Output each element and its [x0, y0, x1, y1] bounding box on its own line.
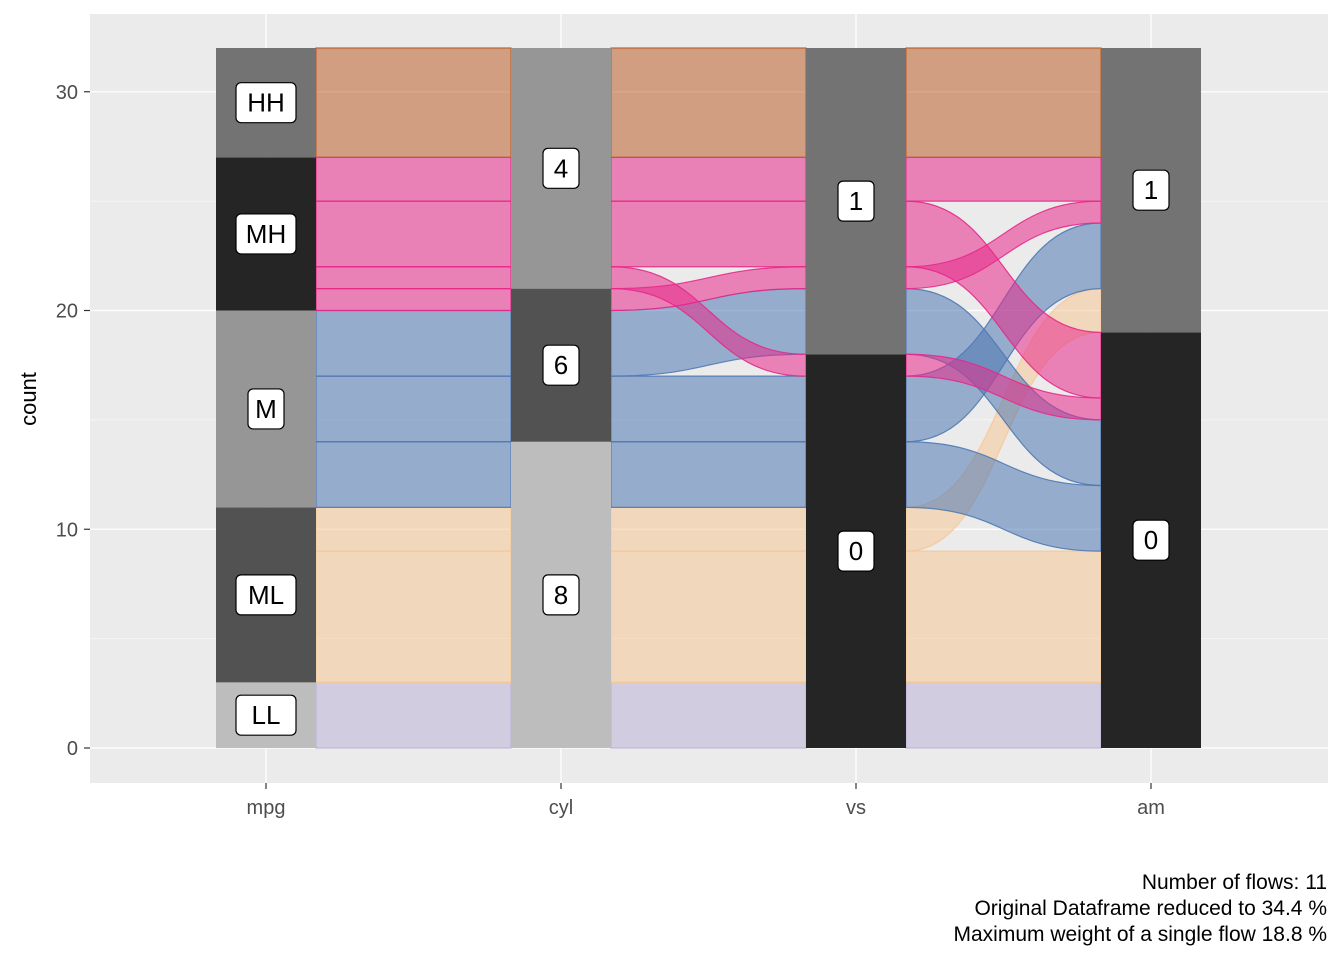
- flow-ribbon-mh: [315, 288, 512, 312]
- y-tick-label: 30: [56, 82, 78, 104]
- flow-ribbon-mh: [315, 200, 512, 268]
- flow-ribbon-mh: [315, 156, 512, 202]
- stratum-label-mpg-m: M: [255, 394, 277, 424]
- flow-ribbon-mh: [610, 200, 807, 268]
- y-axis: 0 10 20 30: [56, 82, 90, 760]
- flow-ribbon-hh: [610, 47, 807, 158]
- flow-ribbon-ml: [315, 506, 512, 552]
- x-tick-label-am: am: [1137, 797, 1165, 819]
- y-axis-title: count: [16, 372, 41, 426]
- caption-line-3: Maximum weight of a single flow 18.8 %: [954, 923, 1328, 946]
- flow-ribbon-ml: [315, 550, 512, 683]
- flow-ribbon-m: [315, 375, 512, 443]
- y-tick-label: 10: [56, 519, 78, 541]
- flow-ribbon-m: [610, 375, 807, 443]
- stratum-label-cyl-4: 4: [554, 153, 568, 183]
- stratum-label-box: [235, 82, 297, 124]
- flow-ribbon-ll: [905, 681, 1102, 749]
- y-tick-label: 0: [67, 738, 78, 760]
- stratum-labels: LL ML M MH HH 8 6 4 0 1 0 1: [235, 82, 1170, 736]
- stratum-label-cyl-8: 8: [554, 580, 568, 610]
- flow-ribbon-m: [315, 309, 512, 377]
- flow-ribbon-ml: [610, 550, 807, 683]
- stratum-label-vs-0: 0: [849, 536, 863, 566]
- x-axis: mpg cyl vs am: [247, 783, 1165, 819]
- flow-ribbon-hh: [315, 47, 512, 158]
- stratum-label-box: [235, 694, 297, 736]
- flow-ribbon-m: [315, 441, 512, 508]
- stratum-label-mpg-hh: HH: [247, 88, 285, 118]
- flow-ribbon-ml: [610, 506, 807, 552]
- stratum-label-cyl-6: 6: [554, 350, 568, 380]
- flow-ribbon-hh: [905, 47, 1102, 158]
- flow-ribbon-ll: [315, 681, 512, 749]
- stratum-label-mpg-ll: LL: [252, 700, 281, 730]
- x-tick-label-mpg: mpg: [247, 797, 286, 819]
- stratum-label-box: [542, 344, 580, 386]
- flow-ribbon-mh: [315, 266, 512, 290]
- stratum-label-box: [235, 213, 297, 255]
- caption-line-1: Number of flows: 11: [1142, 871, 1327, 894]
- stratum-label-mpg-ml: ML: [248, 580, 284, 610]
- stratum-label-box: [837, 530, 875, 572]
- stratum-label-am-1: 1: [1144, 175, 1158, 205]
- flow-ribbon-mh: [610, 156, 807, 202]
- stratum-label-am-0: 0: [1144, 525, 1158, 555]
- x-tick-label-cyl: cyl: [549, 797, 573, 819]
- stratum-label-box: [542, 574, 580, 616]
- flow-ribbon-m: [610, 441, 807, 508]
- stratum-label-box: [542, 147, 580, 189]
- stratum-label-box: [235, 574, 297, 616]
- y-tick-label: 20: [56, 301, 78, 323]
- stratum-label-box: [247, 388, 285, 430]
- x-tick-label-vs: vs: [846, 797, 866, 819]
- stratum-label-box: [1132, 519, 1170, 561]
- stratum-label-vs-1: 1: [849, 186, 863, 216]
- flows: [315, 47, 1102, 749]
- strata: [216, 48, 1201, 748]
- flow-ribbon-ll: [610, 681, 807, 749]
- flow-ribbon-mh: [905, 156, 1102, 202]
- stratum-label-mpg-mh: MH: [246, 219, 286, 249]
- stratum-label-box: [1132, 169, 1170, 211]
- stratum-label-box: [837, 180, 875, 222]
- flow-ribbon-ml: [905, 550, 1102, 683]
- caption-line-2: Original Dataframe reduced to 34.4 %: [974, 897, 1327, 920]
